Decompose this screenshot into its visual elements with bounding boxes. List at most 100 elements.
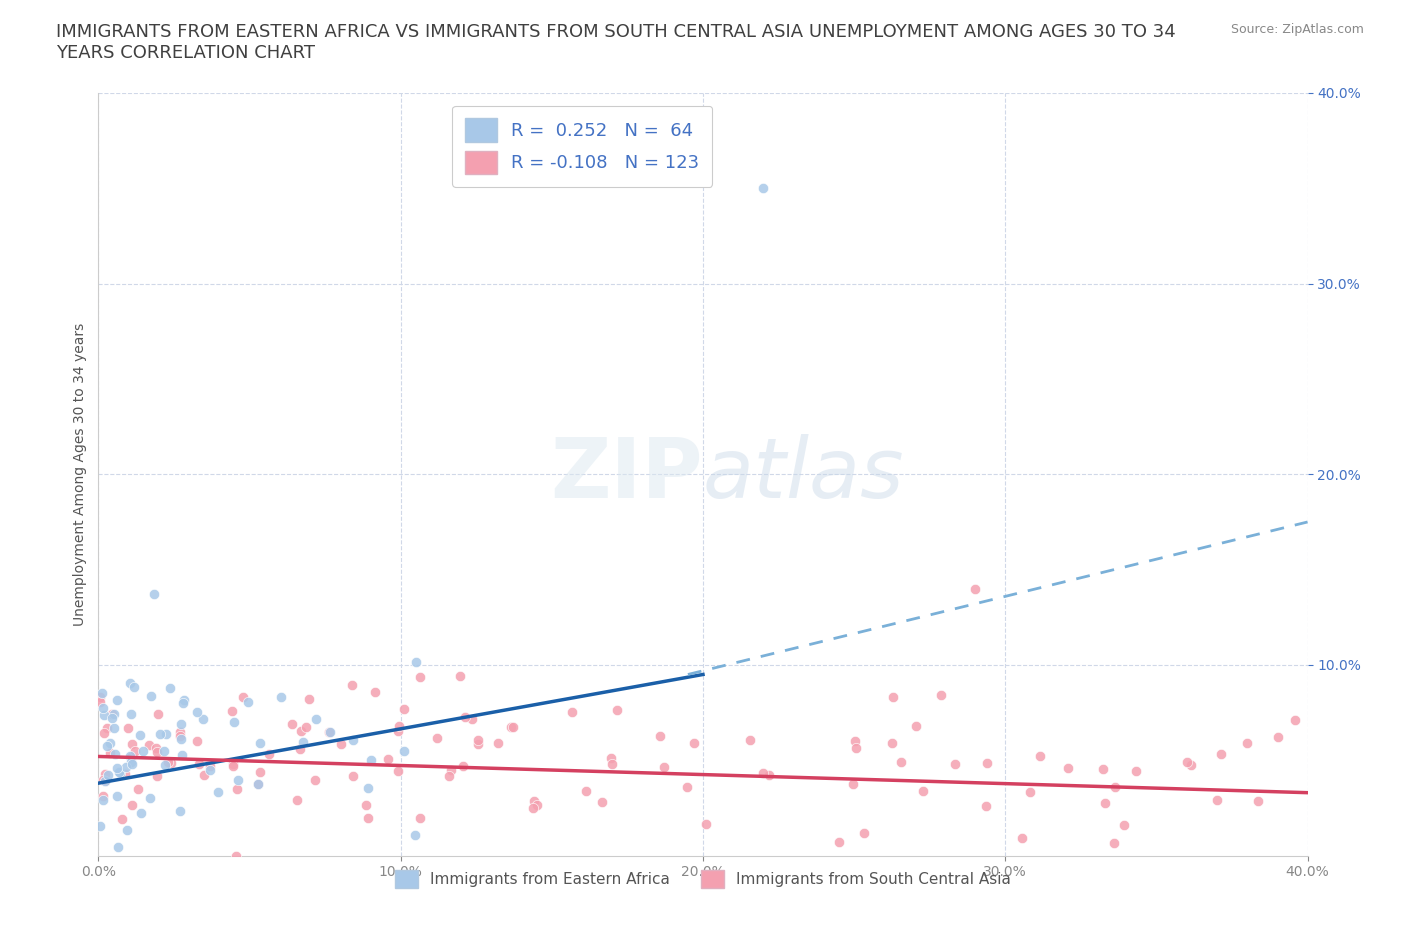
Point <box>342 769 364 784</box>
Point <box>169 725 191 740</box>
Point <box>461 711 484 726</box>
Point <box>98 736 121 751</box>
Point <box>117 721 139 736</box>
Point <box>226 773 249 788</box>
Point <box>89 689 111 704</box>
Point <box>357 811 380 826</box>
Point <box>127 782 149 797</box>
Point <box>96 721 118 736</box>
Point <box>138 790 160 805</box>
Point <box>291 735 314 750</box>
Point <box>1056 761 1078 776</box>
Point <box>882 689 904 704</box>
Point <box>974 798 997 813</box>
Point <box>169 728 191 743</box>
Point <box>105 760 128 775</box>
Point <box>155 726 177 741</box>
Point <box>101 707 124 722</box>
Point <box>1125 764 1147 778</box>
Point <box>89 695 111 710</box>
Point <box>120 750 142 764</box>
Point <box>124 744 146 759</box>
Point <box>842 777 865 791</box>
Point <box>91 792 114 807</box>
Point <box>606 703 628 718</box>
Point <box>198 758 221 773</box>
Point <box>976 756 998 771</box>
Point <box>404 828 426 843</box>
Point <box>104 746 127 761</box>
Point <box>1011 830 1033 845</box>
Point <box>221 704 243 719</box>
Point <box>1094 796 1116 811</box>
Point <box>93 773 115 788</box>
Text: atlas: atlas <box>703 433 904 515</box>
Point <box>298 691 321 706</box>
Point <box>101 711 124 725</box>
Point <box>943 756 966 771</box>
Point <box>426 731 449 746</box>
Point <box>191 711 214 726</box>
Text: IMMIGRANTS FROM EASTERN AFRICA VS IMMIGRANTS FROM SOUTH CENTRAL ASIA UNEMPLOYMEN: IMMIGRANTS FROM EASTERN AFRICA VS IMMIGR… <box>56 23 1175 62</box>
Point <box>114 766 136 781</box>
Point <box>1236 735 1258 750</box>
Point <box>575 784 598 799</box>
Point <box>329 736 352 751</box>
Point <box>173 693 195 708</box>
Point <box>290 724 312 738</box>
Point <box>121 798 143 813</box>
Point <box>394 702 416 717</box>
Point <box>502 720 524 735</box>
Point <box>439 768 461 783</box>
Point <box>882 735 904 750</box>
Point <box>107 840 129 855</box>
Point <box>845 740 868 755</box>
Point <box>249 735 271 750</box>
Point <box>740 733 762 748</box>
Point <box>405 655 427 670</box>
Point <box>522 801 544 816</box>
Point <box>222 714 245 729</box>
Point <box>364 684 387 699</box>
Point <box>1267 730 1289 745</box>
Point <box>1247 794 1270 809</box>
Point <box>257 747 280 762</box>
Point <box>360 752 382 767</box>
Point <box>160 756 183 771</box>
Point <box>1175 755 1198 770</box>
Point <box>890 754 912 769</box>
Point <box>118 676 141 691</box>
Point <box>695 817 717 832</box>
Point <box>318 725 340 740</box>
Point <box>121 756 143 771</box>
Point <box>499 719 522 734</box>
Point <box>91 772 114 787</box>
Point <box>591 794 613 809</box>
Text: Source: ZipAtlas.com: Source: ZipAtlas.com <box>1230 23 1364 36</box>
Point <box>295 719 318 734</box>
Point <box>912 783 935 798</box>
Point <box>93 766 115 781</box>
Point <box>752 181 775 196</box>
Point <box>153 743 176 758</box>
Point <box>91 700 114 715</box>
Point <box>522 793 544 808</box>
Point <box>169 804 191 818</box>
Point <box>96 738 118 753</box>
Point <box>650 728 672 743</box>
Point <box>409 670 432 684</box>
Point <box>1091 762 1114 777</box>
Point <box>451 759 474 774</box>
Point <box>193 767 215 782</box>
Point <box>1019 785 1042 800</box>
Point <box>285 792 308 807</box>
Point <box>1209 747 1232 762</box>
Point <box>107 765 129 780</box>
Point <box>853 826 876 841</box>
Point <box>752 765 775 780</box>
Point <box>486 736 509 751</box>
Point <box>377 751 399 766</box>
Point <box>170 732 193 747</box>
Point <box>121 737 143 751</box>
Point <box>226 781 249 796</box>
